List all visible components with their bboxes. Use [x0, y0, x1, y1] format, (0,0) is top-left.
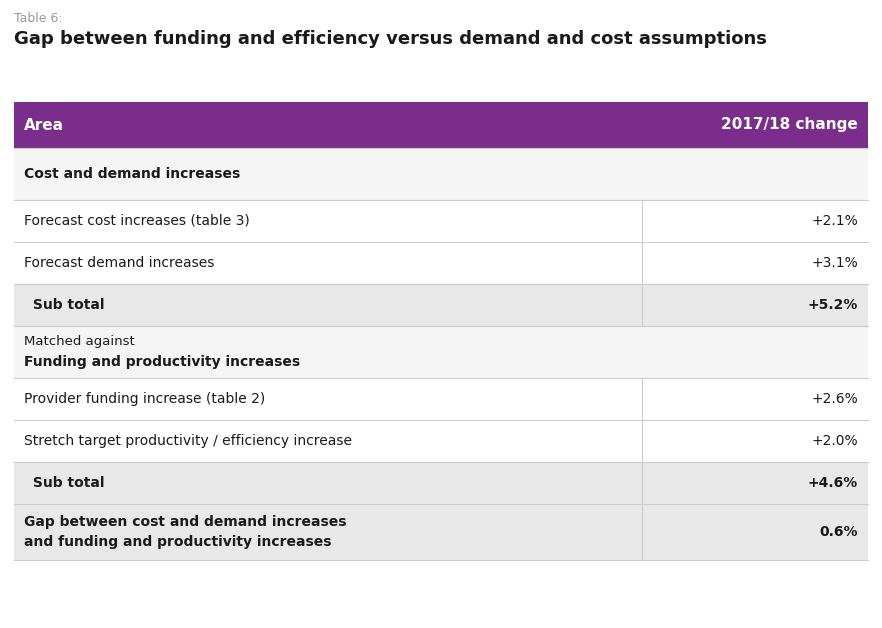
Text: +4.6%: +4.6%	[808, 476, 858, 490]
Text: Cost and demand increases: Cost and demand increases	[24, 167, 240, 181]
Bar	[14, 326, 868, 378]
Text: 0.6%: 0.6%	[819, 525, 858, 539]
Text: Funding and productivity increases: Funding and productivity increases	[24, 355, 300, 369]
Bar	[14, 200, 868, 242]
Text: +3.1%: +3.1%	[811, 256, 858, 270]
Bar	[14, 284, 868, 326]
Text: Stretch target productivity / efficiency increase: Stretch target productivity / efficiency…	[24, 434, 352, 448]
Text: +2.6%: +2.6%	[811, 392, 858, 406]
Text: Matched against: Matched against	[24, 335, 135, 349]
Bar	[14, 148, 868, 200]
Bar	[14, 420, 868, 462]
Bar	[14, 378, 868, 420]
Text: Forecast cost increases (table 3): Forecast cost increases (table 3)	[24, 214, 250, 228]
Text: Table 6:: Table 6:	[14, 12, 63, 25]
Text: +2.1%: +2.1%	[811, 214, 858, 228]
Text: +2.0%: +2.0%	[811, 434, 858, 448]
Text: Forecast demand increases: Forecast demand increases	[24, 256, 214, 270]
Text: Sub total: Sub total	[28, 298, 104, 312]
Text: +5.2%: +5.2%	[808, 298, 858, 312]
Text: 2017/18 change: 2017/18 change	[721, 117, 858, 133]
Text: Gap between funding and efficiency versus demand and cost assumptions: Gap between funding and efficiency versu…	[14, 30, 766, 48]
Text: and funding and productivity increases: and funding and productivity increases	[24, 535, 332, 549]
Text: Area: Area	[24, 117, 64, 133]
Text: Provider funding increase (table 2): Provider funding increase (table 2)	[24, 392, 265, 406]
Bar	[14, 462, 868, 504]
Text: Gap between cost and demand increases: Gap between cost and demand increases	[24, 515, 347, 529]
Bar	[14, 504, 868, 560]
Bar	[14, 102, 868, 148]
Bar	[14, 242, 868, 284]
Text: Sub total: Sub total	[28, 476, 104, 490]
